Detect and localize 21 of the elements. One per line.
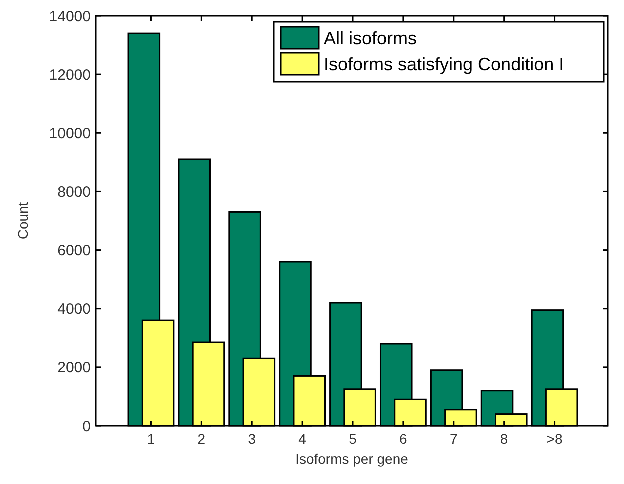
y-axis-title: Count [15,202,31,240]
x-tick-label: 6 [400,431,408,447]
x-tick-label: 1 [147,431,156,447]
y-tick-label: 2000 [58,360,91,377]
y-tick-label: 8000 [58,184,91,201]
legend-label: Isoforms satisfying Condition I [324,54,564,74]
x-tick-label: 7 [450,431,458,447]
y-tick-label: 6000 [58,242,91,260]
y-tick-label: 14000 [49,8,91,26]
y-tick-label: 12000 [49,66,91,84]
y-tick-label: 4000 [58,301,91,318]
x-tick-label: 5 [349,431,358,447]
x-axis-title: Isoforms per gene [296,451,409,467]
y-tick-label: 0 [82,418,91,436]
x-tick-label: 4 [298,431,307,447]
x-tick-label: 8 [500,431,508,447]
x-tick-label: >8 [546,431,563,447]
x-tick-label: 2 [198,431,206,447]
x-tick-label: 3 [248,431,256,447]
legend-label: All isoforms [324,28,418,48]
y-tick-label: 10000 [49,125,91,142]
